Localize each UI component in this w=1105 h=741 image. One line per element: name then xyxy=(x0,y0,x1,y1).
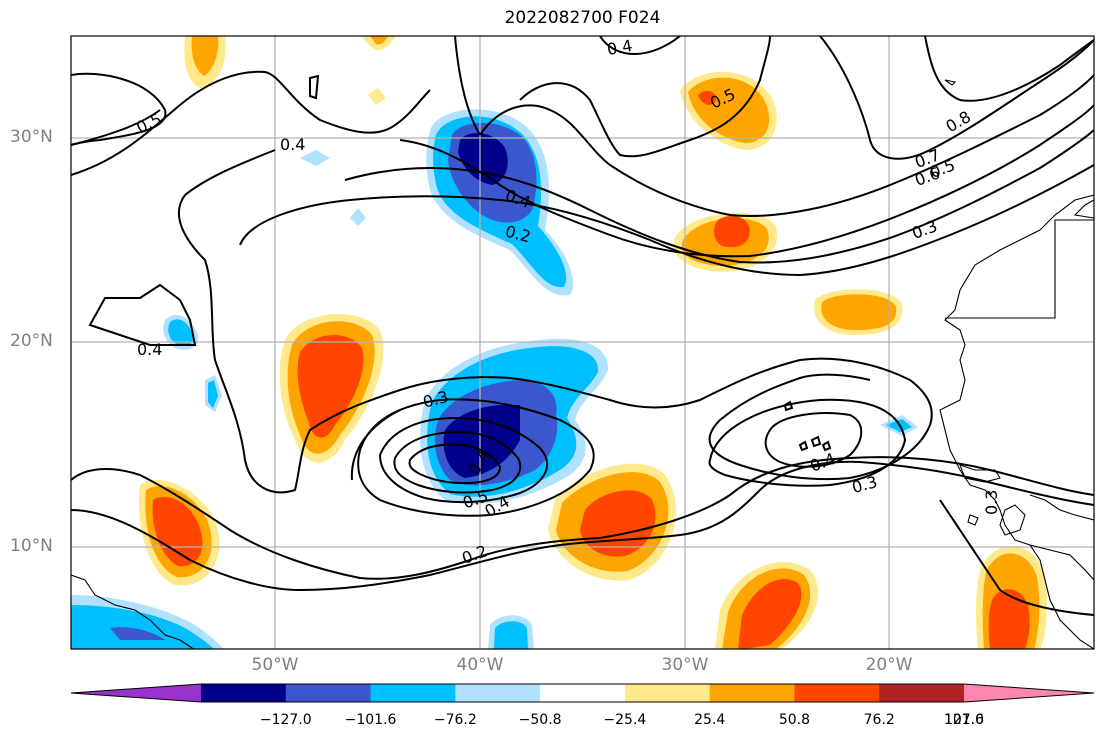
colorbar-segment xyxy=(624,684,711,702)
colorbar-segment xyxy=(370,684,456,702)
negative-anomaly-patches xyxy=(71,109,918,649)
map-frame xyxy=(70,35,1095,650)
colorbar-segment xyxy=(709,684,795,702)
lat-label-20n: 20°N xyxy=(10,331,53,351)
coastlines xyxy=(71,74,1094,649)
colorbar-extend-high xyxy=(964,684,1094,702)
colorbar-segment xyxy=(201,684,287,702)
contour-label: 0.4 xyxy=(280,135,305,154)
colorbar-tick-label: −76.2 xyxy=(433,712,477,728)
colorbar-tick-label: 25.4 xyxy=(694,712,726,728)
gridlines xyxy=(71,36,1094,649)
contour-label: 0.3 xyxy=(982,490,1001,515)
lon-label-20w: 20°W xyxy=(865,655,913,675)
colorbar-segment xyxy=(540,684,626,702)
colorbar-extend-low xyxy=(71,684,201,702)
colorbar xyxy=(70,683,1095,703)
colorbar-tick-label: 50.8 xyxy=(778,712,811,728)
contour-label: 0.4 xyxy=(137,340,162,359)
lat-label-30n: 30°N xyxy=(10,127,53,147)
colorbar-tick-label: −25.4 xyxy=(603,712,647,728)
contour-label: 0.4 xyxy=(605,36,633,59)
lon-label-30w: 30°W xyxy=(661,655,709,675)
colorbar-segment xyxy=(285,684,372,702)
colorbar-tick-label: 127.0 xyxy=(943,712,985,728)
colorbar-tick-label: 76.2 xyxy=(863,712,895,728)
lat-label-10n: 10°N xyxy=(10,536,53,556)
colorbar-segment xyxy=(455,684,541,702)
lon-label-50w: 50°W xyxy=(251,655,299,675)
colorbar-segment xyxy=(794,684,880,702)
colorbar-tick-label: −127.0 xyxy=(259,712,312,728)
colorbar-tick-label: 101.6 xyxy=(943,712,985,728)
map-plot: 0.4 0.5 0.5 0.4 0.8 0.7 0.6 0.5 0.4 0.2 … xyxy=(70,35,1095,650)
colorbar-tick-label: −50.8 xyxy=(518,712,562,728)
map-title: 2022082700 F024 xyxy=(504,8,661,28)
colorbar-tick-label: −101.6 xyxy=(344,712,397,728)
lon-label-40w: 40°W xyxy=(456,655,504,675)
contour-lines xyxy=(71,36,1094,616)
positive-anomaly-patches xyxy=(139,36,1048,649)
colorbar-segment xyxy=(879,684,965,702)
